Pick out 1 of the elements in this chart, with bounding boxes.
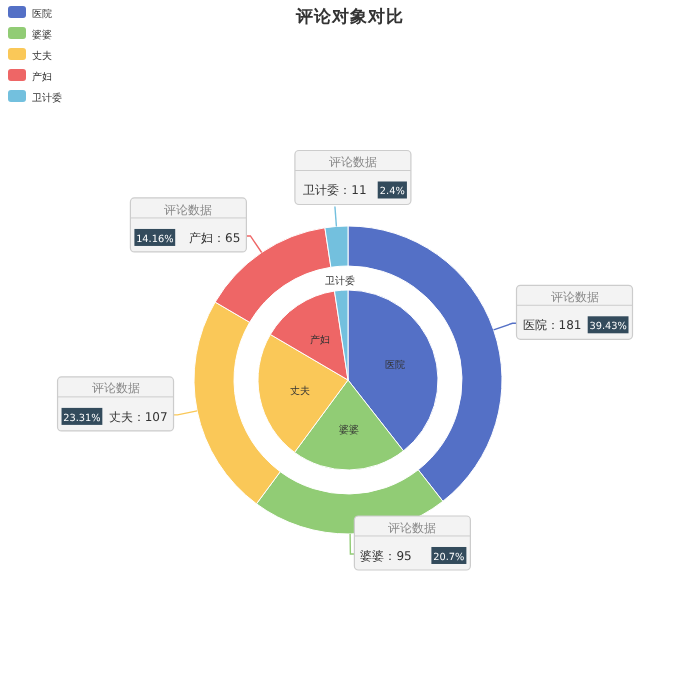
chart-title: 评论对象对比 <box>294 6 404 28</box>
